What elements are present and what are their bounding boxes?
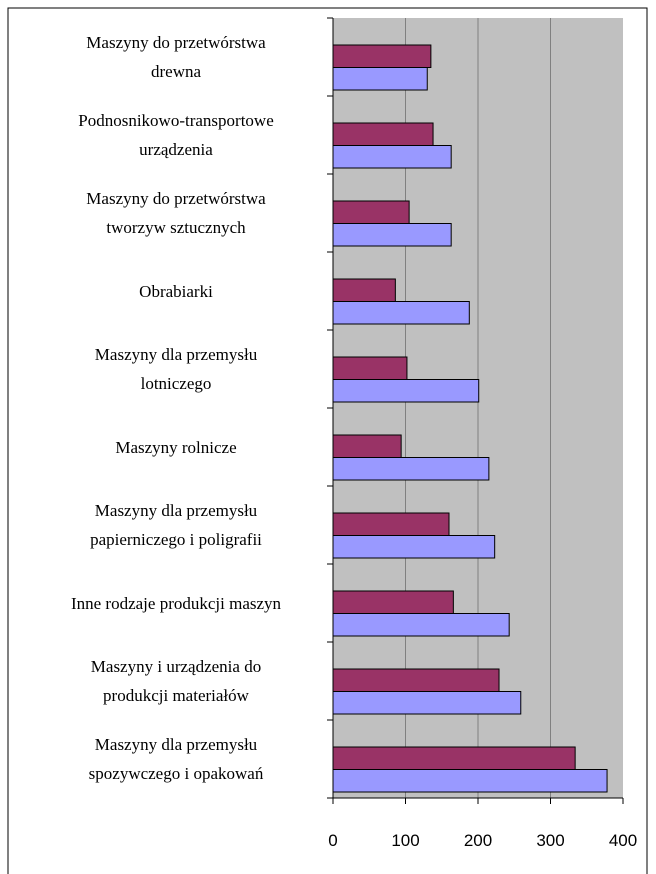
bar: [332, 434, 402, 458]
bar: [332, 200, 410, 224]
bar: [332, 746, 576, 770]
bar: [332, 356, 408, 380]
category-text: Obrabiarki: [139, 281, 213, 301]
category-label: Maszyny dla przemysłu spozywczego i opak…: [56, 720, 296, 798]
bar: [332, 668, 500, 692]
bar: [332, 535, 496, 559]
bar: [332, 457, 490, 481]
category-text: Podnosnikowo-transportowe urządzenia: [78, 111, 274, 159]
x-tick-label: 200: [464, 831, 492, 850]
bar: [332, 691, 522, 715]
category-label: Podnosnikowo-transportowe urządzenia: [56, 96, 296, 174]
bar: [332, 769, 608, 793]
category-label: Inne rodzaje produkcji maszyn: [56, 564, 296, 642]
x-tick-label: 100: [391, 831, 419, 850]
category-text: Maszyny do przetwórstwa tworzyw sztuczny…: [86, 189, 266, 237]
category-label: Maszyny do przetwórstwa drewna: [56, 18, 296, 96]
category-text: Maszyny i urządzenia do produkcji materi…: [90, 657, 262, 705]
bar: [332, 613, 510, 637]
bar: [332, 590, 454, 614]
category-label: Maszyny dla przemysłu lotniczego: [56, 330, 296, 408]
category-text: Maszyny do przetwórstwa drewna: [86, 33, 266, 81]
frame: [7, 7, 648, 874]
category-text: Maszyny dla przemysłu papierniczego i po…: [90, 501, 262, 549]
category-text: Inne rodzaje produkcji maszyn: [70, 593, 282, 613]
category-text: Maszyny dla przemysłu lotniczego: [94, 345, 258, 393]
bar: [332, 122, 434, 146]
category-text: Maszyny rolnicze: [115, 437, 237, 457]
category-label: Obrabiarki: [56, 252, 296, 330]
bar: [332, 145, 452, 169]
category-text: Maszyny dla przemysłu spozywczego i opak…: [88, 735, 264, 783]
category-label: Maszyny do przetwórstwa tworzyw sztuczny…: [56, 174, 296, 252]
bar: [332, 301, 470, 325]
bar: [332, 379, 480, 403]
x-tick-label: 0: [328, 831, 337, 850]
bar: [332, 44, 432, 68]
bar: [332, 512, 450, 536]
category-label: Maszyny i urządzenia do produkcji materi…: [56, 642, 296, 720]
x-tick-label: 300: [536, 831, 564, 850]
bar: [332, 67, 428, 91]
category-label: Maszyny dla przemysłu papierniczego i po…: [56, 486, 296, 564]
category-label: Maszyny rolnicze: [56, 408, 296, 486]
bar: [332, 223, 452, 247]
x-tick-label: 400: [609, 831, 637, 850]
bar: [332, 278, 396, 302]
